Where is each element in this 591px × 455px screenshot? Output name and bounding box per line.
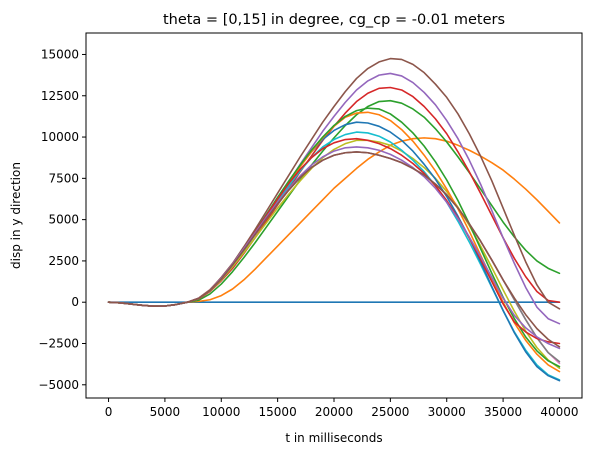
y-axis-label: disp in y direction bbox=[9, 162, 23, 269]
series-line-6 bbox=[107, 151, 561, 365]
series-line-5 bbox=[107, 57, 561, 310]
x-tick-label: 20000 bbox=[315, 405, 353, 419]
y-tick-label: 12500 bbox=[41, 89, 79, 103]
series-line-9 bbox=[107, 131, 561, 381]
y-tick-label: −5000 bbox=[38, 378, 79, 392]
x-axis-label: t in milliseconds bbox=[285, 431, 382, 445]
series-line-13 bbox=[107, 137, 561, 345]
y-tick-label: 5000 bbox=[48, 213, 79, 227]
series-line-8 bbox=[107, 139, 561, 370]
x-tick-label: 40000 bbox=[540, 405, 578, 419]
series-line-12 bbox=[107, 107, 561, 368]
chart-title: theta = [0,15] in degree, cg_cp = -0.01 … bbox=[163, 12, 505, 28]
y-tick-label: 10000 bbox=[41, 130, 79, 144]
x-tick-label: 25000 bbox=[371, 405, 409, 419]
x-tick-label: 10000 bbox=[202, 405, 240, 419]
series-line-2 bbox=[107, 99, 561, 307]
y-tick-label: −2500 bbox=[38, 336, 79, 350]
series-line-15 bbox=[107, 151, 561, 348]
series-line-10 bbox=[107, 121, 561, 382]
y-tick-label: 0 bbox=[71, 295, 79, 309]
y-tick-label: 2500 bbox=[48, 254, 79, 268]
x-tick-label: 35000 bbox=[484, 405, 522, 419]
plot-frame bbox=[85, 32, 583, 399]
x-tick-label: 5000 bbox=[150, 405, 181, 419]
y-tick-label: 7500 bbox=[48, 171, 79, 185]
series-line-14 bbox=[107, 146, 561, 350]
x-tick-label: 15000 bbox=[259, 405, 297, 419]
y-tick-label: 15000 bbox=[41, 47, 79, 61]
x-tick-label: 30000 bbox=[428, 405, 466, 419]
x-tick-label: 0 bbox=[105, 405, 113, 419]
series-line-7 bbox=[107, 151, 561, 363]
